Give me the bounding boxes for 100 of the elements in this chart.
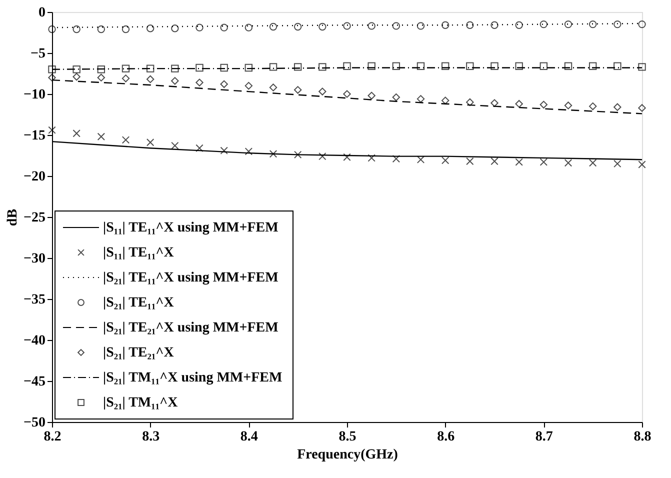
point bbox=[614, 20, 622, 28]
x-tick-label: 8.8 bbox=[634, 430, 652, 444]
point bbox=[638, 104, 646, 112]
x-tick-label: 8.6 bbox=[437, 430, 455, 444]
point bbox=[392, 93, 400, 102]
point bbox=[416, 156, 425, 164]
x-tick-label: 8.2 bbox=[44, 430, 62, 444]
legend-label: |S₁₁| TE₁₁^X bbox=[103, 246, 174, 260]
point bbox=[72, 25, 80, 34]
y-tick-label: −30 bbox=[24, 252, 46, 266]
point bbox=[196, 78, 204, 86]
point bbox=[220, 146, 228, 154]
point bbox=[318, 88, 326, 96]
point bbox=[441, 21, 450, 29]
point bbox=[416, 62, 425, 70]
point bbox=[244, 82, 253, 90]
point bbox=[244, 24, 253, 32]
y-tick-label: −25 bbox=[24, 210, 46, 226]
point bbox=[490, 62, 498, 70]
point bbox=[540, 20, 548, 28]
y-tick-label: 0 bbox=[38, 6, 46, 20]
x-tick-label: 8.4 bbox=[240, 430, 258, 444]
point bbox=[171, 142, 179, 150]
point bbox=[564, 159, 572, 167]
point bbox=[220, 64, 228, 72]
point bbox=[244, 64, 253, 72]
legend-label: |S₂₁| TE₂₁^X bbox=[103, 346, 174, 360]
y-tick-label: −45 bbox=[24, 374, 46, 390]
point bbox=[540, 62, 548, 70]
point bbox=[72, 66, 80, 74]
x-tick-label: 8.3 bbox=[142, 430, 160, 444]
y-axis-title: dB bbox=[6, 208, 21, 226]
point bbox=[564, 20, 572, 28]
point bbox=[540, 100, 548, 109]
point bbox=[171, 64, 179, 72]
point bbox=[294, 63, 302, 71]
point bbox=[318, 63, 326, 71]
point bbox=[48, 126, 56, 134]
point bbox=[122, 64, 130, 72]
point bbox=[392, 154, 400, 163]
y-tick-label: −40 bbox=[24, 334, 46, 348]
legend-label: |S₂₁| TE₂₁^X using MM+FEM bbox=[103, 320, 278, 336]
point bbox=[269, 22, 278, 31]
point bbox=[515, 100, 523, 108]
point bbox=[196, 144, 204, 152]
point bbox=[318, 152, 326, 160]
point bbox=[269, 84, 278, 92]
point bbox=[196, 64, 204, 72]
point bbox=[72, 72, 80, 81]
point bbox=[368, 62, 376, 70]
point bbox=[441, 62, 450, 70]
point bbox=[146, 64, 154, 72]
point bbox=[392, 22, 400, 30]
legend-label: |S₂₁| TE₁₁^X using MM+FEM bbox=[103, 270, 278, 286]
point bbox=[564, 62, 572, 70]
point bbox=[294, 22, 302, 31]
legend-label: |S₂₁| TE₁₁^X bbox=[103, 296, 174, 310]
y-tick-label: −20 bbox=[24, 170, 46, 184]
point bbox=[564, 102, 572, 110]
point bbox=[48, 66, 56, 74]
point bbox=[416, 95, 425, 103]
point bbox=[146, 138, 154, 146]
point bbox=[294, 150, 302, 159]
point bbox=[146, 24, 154, 32]
point bbox=[540, 158, 548, 166]
point bbox=[614, 103, 622, 111]
legend-label: |S₂₁| TM₁₁^X using MM+FEM bbox=[103, 370, 282, 386]
point bbox=[122, 74, 130, 82]
point bbox=[466, 62, 474, 70]
point bbox=[97, 25, 106, 34]
point bbox=[48, 74, 56, 82]
point bbox=[368, 22, 376, 30]
point bbox=[318, 22, 326, 31]
point bbox=[343, 22, 351, 30]
point bbox=[638, 63, 646, 71]
point bbox=[343, 90, 351, 98]
point bbox=[97, 132, 106, 140]
point bbox=[466, 157, 474, 166]
y-tick-label: −15 bbox=[24, 128, 46, 144]
point bbox=[490, 21, 498, 29]
x-axis-title: Frequency(GHz) bbox=[297, 448, 398, 462]
point bbox=[171, 77, 179, 85]
point bbox=[515, 158, 523, 166]
point bbox=[588, 159, 597, 167]
point bbox=[614, 62, 622, 70]
y-tick-label: −5 bbox=[30, 46, 46, 62]
point bbox=[97, 74, 106, 82]
point bbox=[368, 154, 376, 162]
point bbox=[269, 150, 278, 158]
x-tick-label: 8.5 bbox=[338, 430, 356, 444]
point bbox=[72, 130, 80, 138]
point bbox=[48, 25, 56, 34]
point bbox=[122, 136, 130, 144]
point bbox=[588, 62, 597, 70]
legend-label: |S₁₁| TE₁₁^X using MM+FEM bbox=[103, 220, 278, 236]
point bbox=[368, 92, 376, 100]
point bbox=[638, 160, 646, 168]
point bbox=[146, 75, 154, 84]
point bbox=[416, 22, 425, 30]
point bbox=[220, 80, 228, 88]
